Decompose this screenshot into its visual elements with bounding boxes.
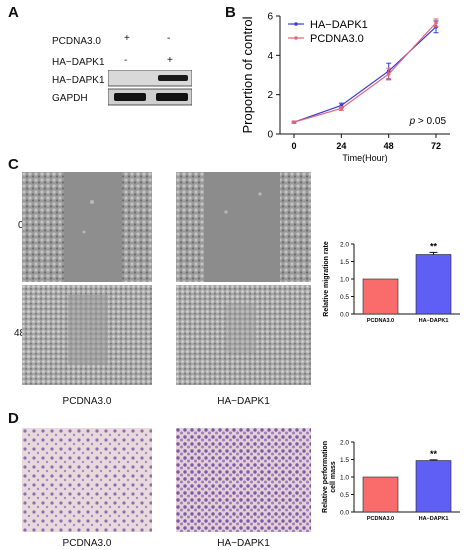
line-chart-y-label: Proportion of control [240,16,255,133]
data-point [339,106,344,111]
scratch-image-ha-dapk1-0h [176,172,311,282]
bar-y-tick-label: 1.5 [340,259,349,266]
legend-label-0: HA−DAPK1 [310,19,368,31]
blot-label-ha-dapk1: HA−DAPK1 [52,75,105,86]
col-label-pcdna-c: PCDNA3.0 [62,396,112,407]
bar-y-tick-label: 2.0 [340,242,349,249]
bar-y-tick-label: 1.5 [340,457,349,464]
lane1-ha-sign: - [124,55,128,66]
x-tick-label: 0 [291,141,296,151]
bar-category-label: HA−DAPK1 [419,318,449,324]
bar-y-tick-label: 0.0 [340,312,349,319]
bar-y-tick-label: 1.0 [340,475,349,482]
x-tick-label: 48 [384,141,394,151]
scratch-image-pcdna-48h [22,285,152,385]
line-chart-x-label: Time(Hour) [342,153,387,163]
legend-marker [294,22,298,26]
panel-b-letter: B [225,4,236,21]
panel-c-letter: C [8,156,19,173]
lane2-ha-sign: + [167,55,173,66]
panel-a-letter: A [8,4,19,21]
row-label-pcdna: PCDNA3.0 [52,36,101,47]
lane2-pcdna-sign: - [167,33,171,44]
data-point [386,72,391,76]
scratch-image-ha-dapk1-48h [176,285,311,385]
x-tick-label: 24 [336,141,346,151]
p-value-annotation: p > 0.05 [409,116,447,127]
col-label-ha-dapk1-d: HA−DAPK1 [217,538,270,549]
bar-1 [415,254,452,315]
y-tick-label: 4 [267,51,273,62]
bar-y-label: Relative migration rate [323,241,330,317]
migration-bar-chart: 0.0 0.5 1.0 1.5 2.0 Relative migration rate PC… [323,241,460,324]
bar-1 [415,460,452,513]
significance-marker: ** [430,449,438,459]
scratch-image-pcdna-0h [22,172,152,282]
bar-y-tick-label: 0.0 [340,510,349,517]
transwell-image-pcdna [22,428,152,532]
series-line-1 [293,22,437,123]
panel-d-letter: D [8,410,19,427]
legend-marker [294,36,298,40]
bar-y-tick-label: 1.0 [340,277,349,284]
bar-y-tick-label: 2.0 [340,440,349,447]
y-tick-label: 6 [267,12,273,23]
bar-0 [362,476,399,513]
col-label-pcdna-d: PCDNA3.0 [62,538,112,549]
y-tick-label: 0 [267,130,273,141]
lane1-pcdna-sign: + [124,33,130,44]
col-label-ha-dapk1-c: HA−DAPK1 [217,396,270,407]
data-point [292,120,296,124]
legend-label-1: PCDNA3.0 [310,33,364,45]
row-label-ha-dapk1: HA−DAPK1 [52,57,105,68]
bar-category-label: HA−DAPK1 [419,516,449,522]
data-point [434,21,438,25]
western-blot-image [108,70,192,106]
bar-y-tick-label: 0.5 [340,294,349,301]
significance-marker: ** [430,241,438,251]
bar-category-label: PCDNA3.0 [367,516,394,522]
blot-label-gapdh: GAPDH [52,93,88,104]
bar-category-label: PCDNA3.0 [367,318,394,324]
y-tick-label: 2 [267,90,273,101]
transwell-image-ha-dapk1 [176,428,311,532]
x-tick-label: 72 [431,141,441,151]
bar-y-label: Relative performationcell mass [322,441,337,513]
bar-y-tick-label: 0.5 [340,492,349,499]
bar-0 [362,278,399,315]
